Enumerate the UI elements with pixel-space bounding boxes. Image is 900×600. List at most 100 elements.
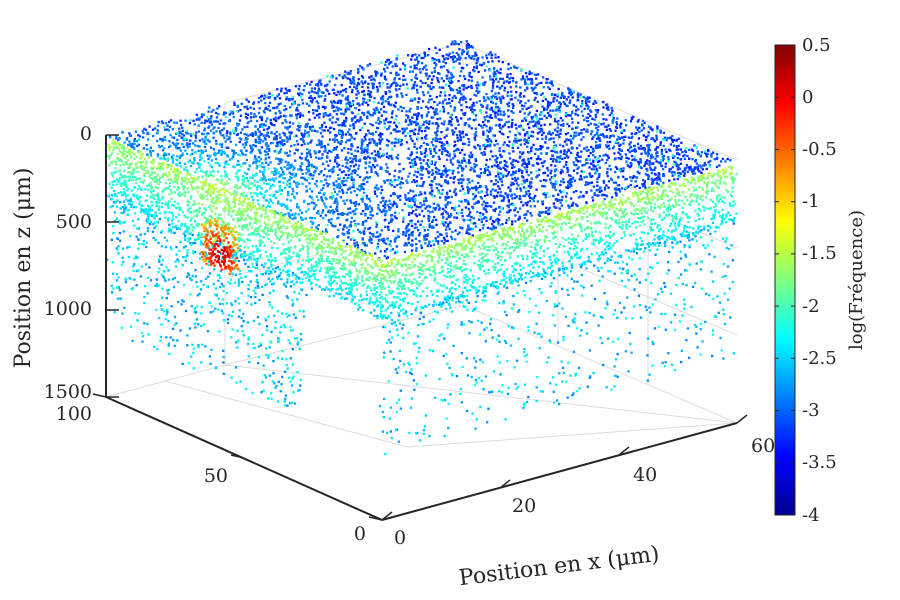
scatter-point [664,148,667,151]
scatter-point [396,95,399,98]
scatter-point [301,102,305,105]
scatter-point [370,152,374,155]
scatter-point [498,213,501,216]
scatter-point [399,198,402,202]
scatter-point [420,246,423,250]
scatter-point [378,82,381,85]
scatter-point [348,225,351,228]
scatter-point [413,160,417,164]
scatter-point [274,267,278,270]
scatter-point [455,216,458,219]
scatter-point [477,201,480,204]
scatter-point [142,136,145,139]
scatter-point [413,81,417,84]
scatter-point [447,54,450,57]
scatter-point [465,231,468,235]
scatter-point [617,135,620,139]
scatter-point [335,184,338,187]
scatter-point [407,241,410,244]
scatter-point [698,170,701,173]
scatter-point [630,149,634,152]
scatter-point [340,112,343,115]
scatter-point [444,171,447,174]
scatter-point [707,161,710,164]
scatter-point [332,110,335,113]
scatter-point [561,157,564,161]
scatter-point [463,142,467,146]
scatter-point [530,181,533,184]
scatter-point [572,191,575,194]
scatter-point [486,129,489,132]
scatter-point [243,132,246,136]
scatter-point [161,149,165,152]
scatter-point [473,186,476,190]
scatter-point [403,127,406,130]
scatter-point [305,185,308,188]
scatter-point [604,125,607,128]
scatter-point [671,174,674,177]
scatter-point [460,211,463,214]
scatter-point [373,112,377,115]
scatter-point [428,204,431,208]
scatter-point [415,214,418,218]
scatter-point [360,231,363,234]
scatter-point [387,121,390,124]
scatter-point [676,151,680,155]
scatter-point [601,158,604,161]
scatter-point [254,155,257,158]
scatter-point [284,115,287,118]
scatter-point [409,189,412,192]
scatter-point [614,170,617,174]
scatter-point [677,166,680,170]
scatter-point [299,113,302,117]
scatter-point [170,155,173,159]
scatter-point [360,198,363,201]
scatter-point [593,99,597,103]
scatter-point [350,80,353,83]
scatter-point [592,102,595,105]
scatter-point [121,131,124,134]
scatter-point [528,151,531,154]
scatter-point [410,233,413,236]
scatter-point [331,88,334,91]
scatter-point [606,170,609,174]
scatter-point [454,60,457,63]
scatter-point [255,158,258,161]
scatter-point [531,164,534,167]
scatter-point [426,159,430,162]
scatter-point [448,119,451,123]
scatter-point [461,148,464,152]
scatter-point [438,101,441,104]
scatter-point [375,195,379,198]
scatter-point [455,51,458,55]
scatter-point [615,194,618,197]
scatter-point [353,219,356,223]
scatter-point [245,149,248,152]
scatter-point [345,242,349,246]
scatter-point [168,140,171,143]
scatter-point [488,391,491,394]
scatter-point [539,148,542,151]
scatter-point [280,90,283,93]
scatter-point [506,194,509,197]
scatter-point [490,100,493,103]
scatter-point [372,164,375,167]
scatter-point [518,195,522,198]
scatter-point [551,132,554,135]
scatter-point [573,179,577,182]
scatter-point [591,117,594,120]
scatter-point [624,135,627,138]
scatter-point [498,118,502,122]
scatter-point [393,121,396,124]
scatter-point [501,125,505,128]
scatter-point [142,131,145,135]
scatter-point [469,151,473,154]
scatter-point [220,145,224,148]
scatter-point [395,72,398,75]
scatter-point [488,138,491,141]
scatter-point [268,109,272,112]
scatter-point [432,202,435,205]
scatter-point [553,170,557,173]
scatter-point [605,107,608,110]
scatter-point [447,112,450,115]
